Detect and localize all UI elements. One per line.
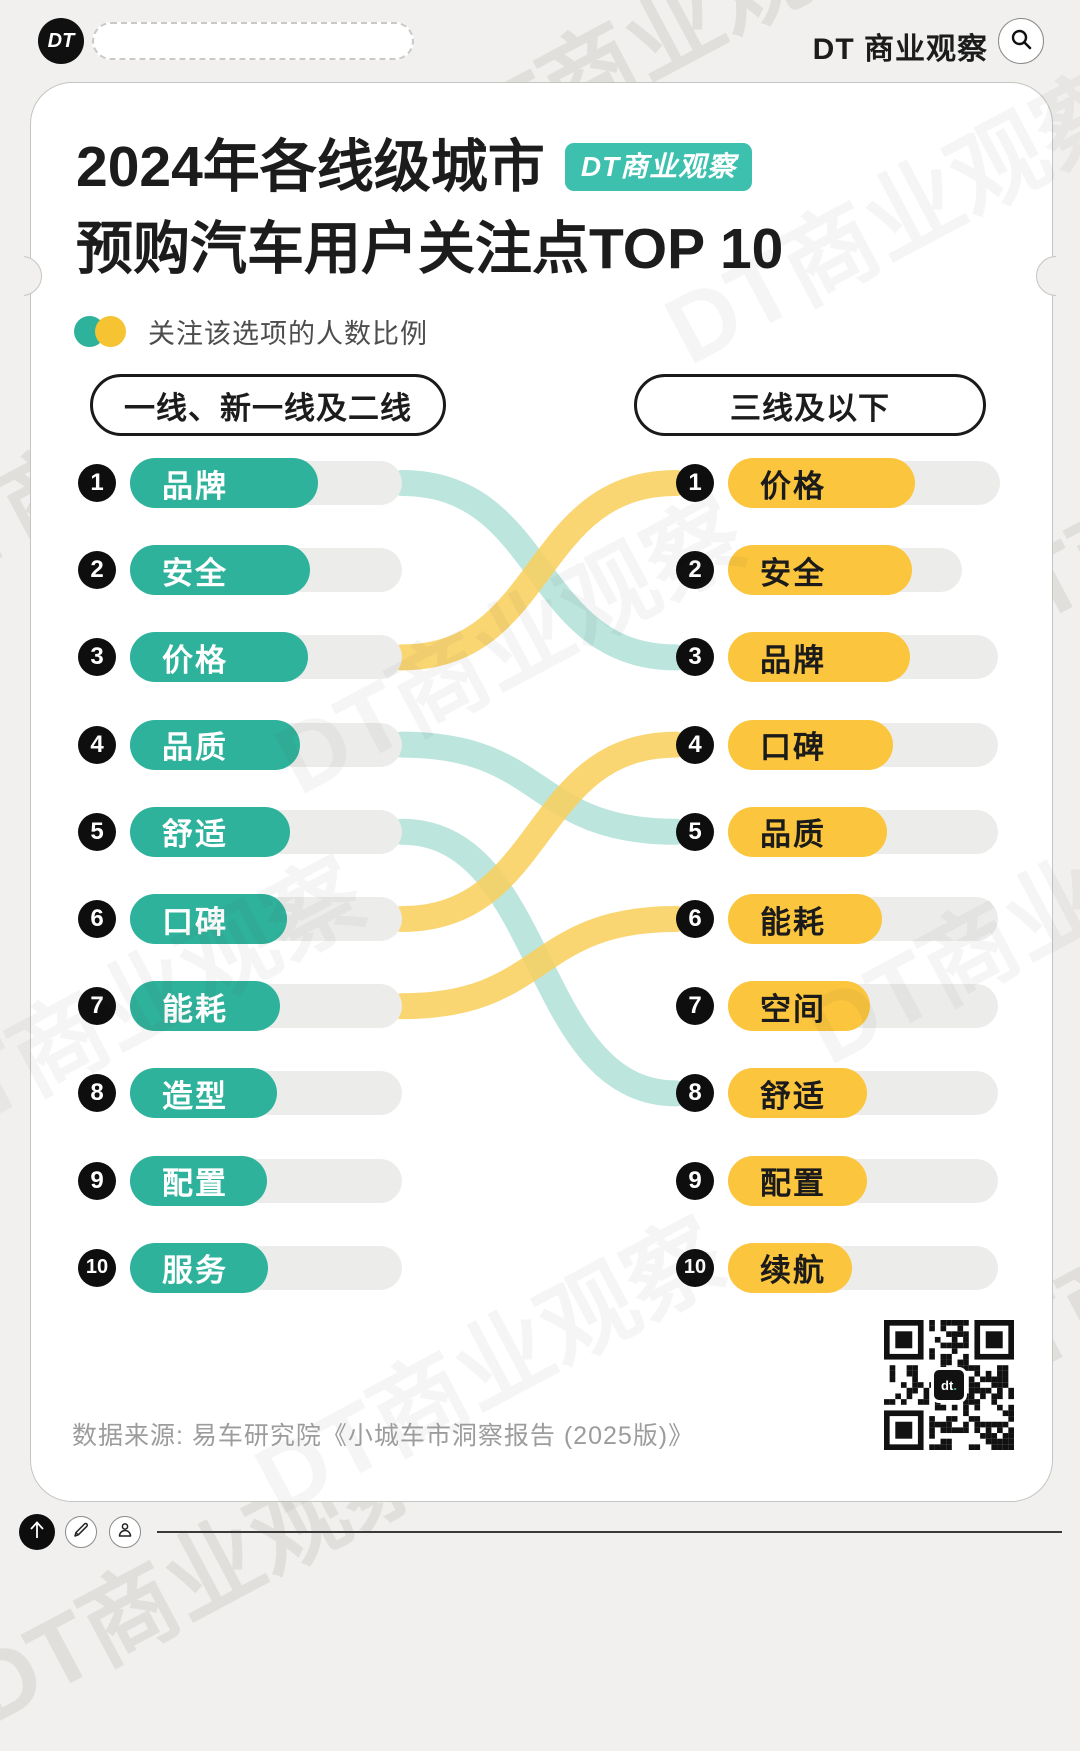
search-input[interactable] <box>92 22 414 60</box>
qr-code: dt. <box>884 1320 1014 1455</box>
profile-button[interactable] <box>109 1516 141 1548</box>
bottom-divider <box>157 1531 1062 1533</box>
pencil-icon <box>72 1521 90 1544</box>
infographic-card <box>30 82 1053 1502</box>
edit-button[interactable] <box>65 1516 97 1548</box>
title-line2: 预购汽车用户关注点TOP 10 <box>76 217 784 281</box>
page-title: 2024年各线级城市 DT商业观察 预购汽车用户关注点TOP 10 <box>76 126 783 290</box>
qr-logo: dt. <box>931 1367 967 1403</box>
legend: 关注该选项的人数比例 <box>74 312 428 351</box>
dt-logo: DT <box>38 18 84 64</box>
column-header-right: 三线及以下 <box>634 374 986 436</box>
title-badge: DT商业观察 <box>564 143 753 191</box>
data-source: 数据来源: 易车研究院《小城车市洞察报告 (2025版)》 <box>72 1422 695 1450</box>
arrow-up-icon <box>28 1520 46 1545</box>
person-icon <box>116 1521 134 1544</box>
title-line1: 2024年各线级城市 <box>76 135 545 199</box>
search-icon <box>1010 28 1032 55</box>
brand-label: DT 商业观察 <box>812 33 988 66</box>
search-button[interactable] <box>998 18 1044 64</box>
legend-dot-yellow <box>95 316 126 347</box>
scroll-top-button[interactable] <box>19 1514 55 1550</box>
card-notch-right <box>1032 253 1056 301</box>
card-notch-left <box>24 253 48 301</box>
column-header-left: 一线、新一线及二线 <box>90 374 446 436</box>
legend-label: 关注该选项的人数比例 <box>148 319 428 349</box>
